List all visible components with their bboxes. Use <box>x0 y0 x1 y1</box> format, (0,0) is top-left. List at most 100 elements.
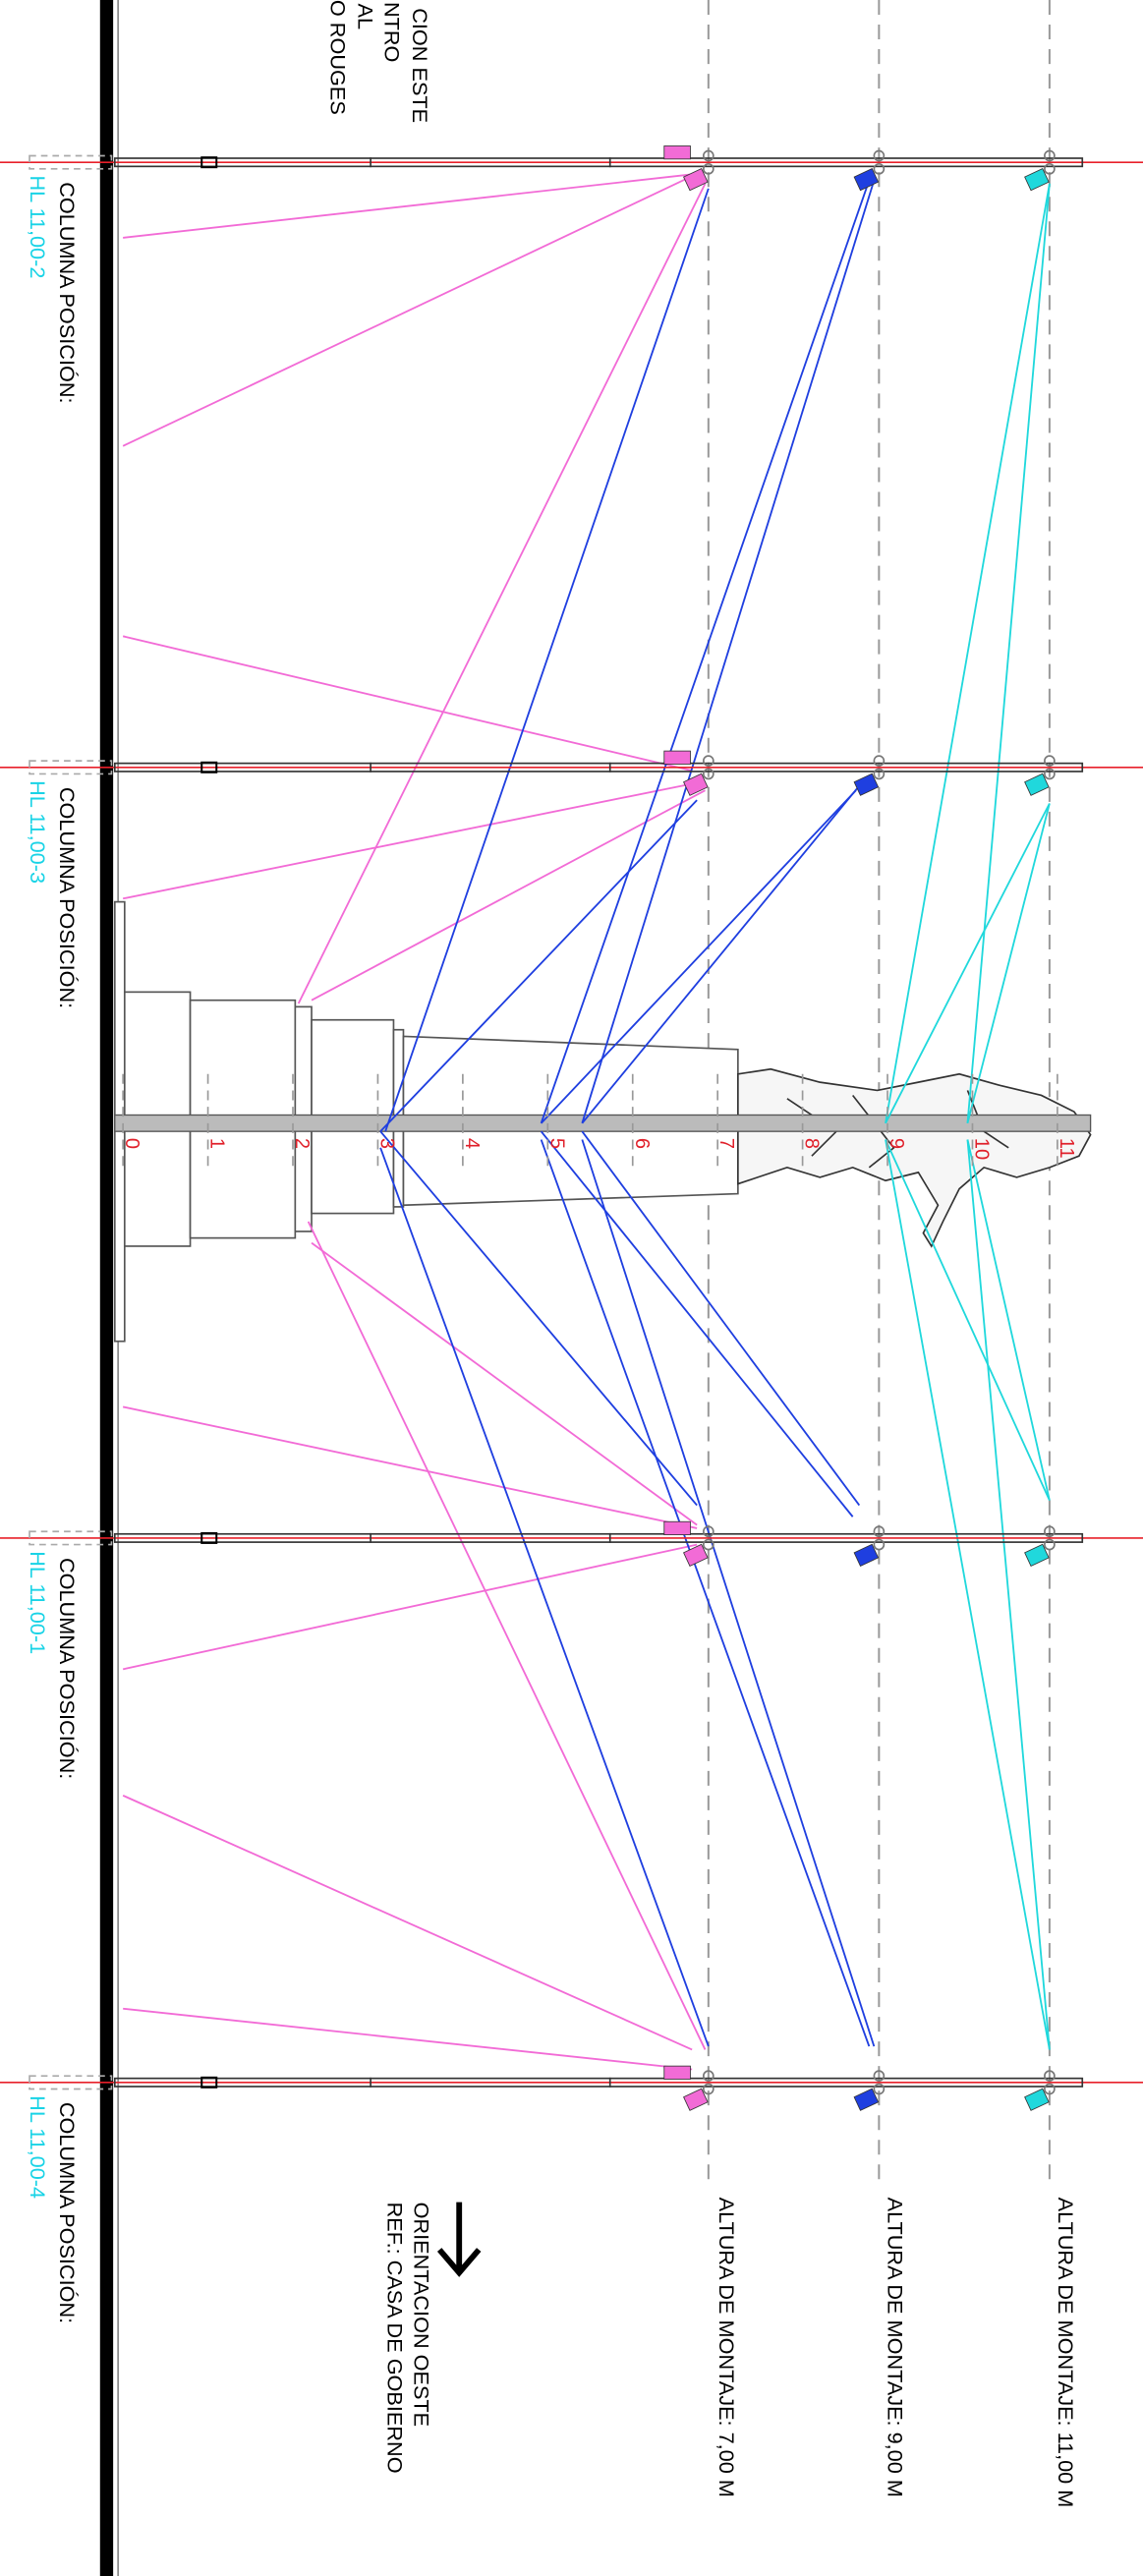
light-beam <box>885 183 1051 1123</box>
mounting-height: ALTURA DE MONTAJE: 9,00 M <box>884 2198 908 2497</box>
mounting-height: ALTURA DE MONTAJE: 11,00 M <box>1054 2198 1078 2508</box>
light-beam <box>379 799 698 1132</box>
column-title: COLUMNA POSICIÓN: <box>55 2102 80 2323</box>
wall <box>99 0 114 2576</box>
light-beam <box>581 1139 876 2047</box>
scale-number: 0 <box>121 1138 143 1149</box>
header-fragment: AL <box>354 4 378 30</box>
scale-number: 8 <box>801 1138 823 1149</box>
scale-number: 6 <box>631 1138 653 1149</box>
light-beam <box>379 1130 698 1507</box>
luminaire <box>1024 2088 1050 2111</box>
light-beam <box>122 173 698 447</box>
scale-number: 9 <box>886 1138 907 1149</box>
beams <box>122 172 1058 2071</box>
column-title: COLUMNA POSICIÓN: <box>55 1558 80 1779</box>
mounting-height: ALTURA DE MONTAJE: 7,00 M <box>714 2198 739 2497</box>
scale-number: 11 <box>1056 1138 1077 1159</box>
fixture-mount <box>702 149 714 162</box>
light-beam <box>122 1795 693 2051</box>
luminaire <box>663 2065 691 2080</box>
fixture-mount <box>702 768 714 780</box>
light-beam <box>581 180 876 1124</box>
column-id: HL 11,00-3 <box>26 780 50 884</box>
pole <box>113 1532 1084 1543</box>
light-beam <box>307 1221 707 2050</box>
luminaire <box>663 1520 691 1536</box>
fixture-mount <box>1044 755 1056 767</box>
pole-bracket <box>29 760 113 775</box>
light-beam <box>885 1139 1051 1501</box>
fixture-mount <box>1044 2083 1056 2095</box>
fixture-mount <box>702 1525 714 1538</box>
light-beam <box>122 1543 698 1671</box>
fixture-mount <box>702 2070 714 2082</box>
luminaire <box>1024 1543 1050 1567</box>
light-beam <box>311 1241 698 1526</box>
pole-bracket <box>29 154 113 170</box>
fixture-mount <box>702 1538 714 1551</box>
luminaire <box>1024 168 1050 192</box>
light-beam <box>122 1405 698 1529</box>
scale-number: 4 <box>461 1138 483 1149</box>
light-beam <box>885 1139 1051 2050</box>
pole-bracket <box>29 1530 113 1546</box>
scale-number: 7 <box>715 1138 737 1149</box>
statue <box>737 1067 1092 1248</box>
scale-number: 1 <box>206 1138 228 1149</box>
luminaire <box>683 773 709 796</box>
scale-bar <box>114 1114 1092 1132</box>
light-beam <box>379 1147 710 2047</box>
luminaire <box>663 750 691 765</box>
light-beam <box>966 803 1051 1124</box>
light-beam <box>966 1139 1051 2050</box>
luminaire <box>683 168 709 192</box>
luminaire <box>663 145 691 160</box>
fixture-mount <box>1044 1538 1056 1551</box>
light-beam <box>581 782 862 1124</box>
scale-number: 10 <box>971 1138 993 1160</box>
header-fragment: O ROUGES <box>325 0 350 115</box>
column-title: COLUMNA POSICIÓN: <box>55 182 80 403</box>
light-beam <box>966 1139 1051 1501</box>
light-beam <box>122 782 693 900</box>
scale-number: 5 <box>545 1138 567 1149</box>
orientation-arrow <box>436 2202 482 2277</box>
light-beam <box>540 1139 871 2047</box>
luminaire <box>1024 773 1050 796</box>
luminaire <box>853 168 880 192</box>
pole-collar <box>200 2076 218 2089</box>
fixture-mount <box>873 2083 886 2095</box>
light-beam <box>581 1130 861 1507</box>
fixture-mount <box>873 1538 886 1551</box>
luminaire <box>853 1543 880 1567</box>
fixture-mount <box>702 755 714 767</box>
fixture-mount <box>873 2070 886 2082</box>
fixture-mount <box>873 149 886 162</box>
pole-collar <box>200 156 218 169</box>
column-id: HL 11,00-2 <box>26 176 50 279</box>
fixture-mount <box>1044 163 1056 175</box>
header-fragment: CION ESTE <box>408 8 432 123</box>
pole <box>113 2077 1084 2088</box>
scale-number: 2 <box>291 1138 313 1149</box>
light-beam <box>123 172 698 239</box>
header-fragment: NTRO <box>379 2 404 62</box>
pole <box>113 157 1084 168</box>
poles <box>0 145 1143 2111</box>
column-id: HL 11,00-1 <box>26 1551 50 1654</box>
light-beam <box>122 635 693 773</box>
luminaire <box>853 2088 880 2111</box>
light-beam <box>540 789 857 1124</box>
orientation-title: ORIENTACION OESTE <box>409 2203 433 2428</box>
fixture-mount <box>1044 2070 1056 2082</box>
luminaire <box>683 1543 709 1567</box>
luminaire <box>683 2088 709 2111</box>
fixture-mount <box>873 755 886 767</box>
pole-collar <box>200 761 218 773</box>
fixture-mount <box>1044 149 1056 162</box>
light-beam <box>311 789 706 1002</box>
light-beam <box>297 183 707 1004</box>
fixture-mount <box>702 163 714 175</box>
